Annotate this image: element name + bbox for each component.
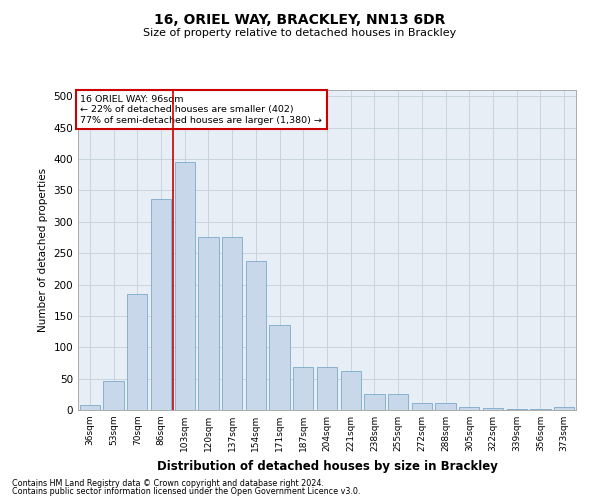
Bar (127, 294, 148, 410)
Bar (388, 394, 408, 410)
X-axis label: Distribution of detached houses by size in Brackley: Distribution of detached houses by size … (157, 460, 497, 472)
Text: 16, ORIEL WAY, BRACKLEY, NN13 6DR: 16, ORIEL WAY, BRACKLEY, NN13 6DR (154, 12, 446, 26)
Text: Contains HM Land Registry data © Crown copyright and database right 2024.: Contains HM Land Registry data © Crown c… (12, 478, 324, 488)
Bar (151, 199, 171, 410)
Bar (246, 260, 266, 410)
Bar (483, 408, 503, 410)
Bar (364, 394, 385, 410)
Bar (175, 162, 195, 410)
Bar (554, 408, 574, 410)
Y-axis label: Number of detached properties: Number of detached properties (38, 168, 48, 332)
Text: Size of property relative to detached houses in Brackley: Size of property relative to detached ho… (143, 28, 457, 38)
Bar (436, 403, 455, 410)
Bar (293, 366, 313, 410)
Bar (506, 408, 527, 410)
Text: Contains public sector information licensed under the Open Government Licence v3: Contains public sector information licen… (12, 487, 361, 496)
Bar (103, 381, 124, 410)
Bar (412, 403, 432, 410)
Bar (80, 405, 100, 410)
Bar (317, 368, 337, 410)
Bar (222, 237, 242, 410)
Bar (199, 237, 218, 410)
Bar (341, 371, 361, 410)
Bar (459, 407, 479, 410)
Bar (269, 324, 290, 410)
Text: 16 ORIEL WAY: 96sqm
← 22% of detached houses are smaller (402)
77% of semi-detac: 16 ORIEL WAY: 96sqm ← 22% of detached ho… (80, 95, 322, 124)
